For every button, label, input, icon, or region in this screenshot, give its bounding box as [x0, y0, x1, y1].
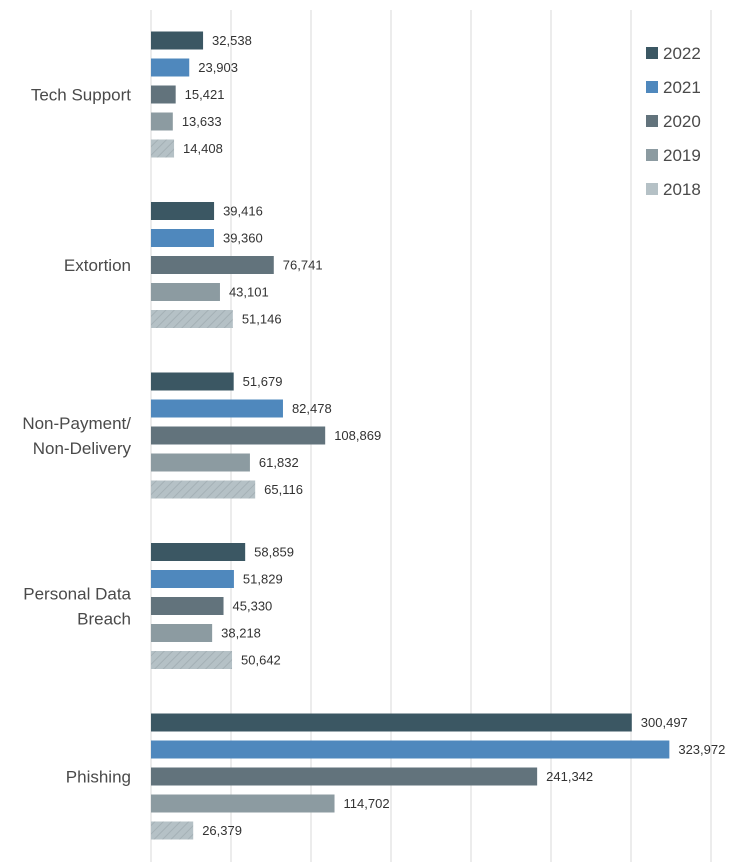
legend-label: 2021 [663, 78, 701, 97]
bar-2021 [151, 229, 214, 247]
bar-2019 [151, 794, 335, 813]
data-label: 241,342 [546, 769, 593, 784]
bar-2018 [151, 310, 233, 328]
legend-swatch [646, 47, 658, 59]
legend-label: 2022 [663, 44, 701, 63]
legend: 2022 2021 2020 2019 2018 [646, 44, 701, 199]
data-label: 39,416 [223, 204, 263, 219]
bar-2020 [151, 767, 538, 786]
legend-label: 2019 [663, 146, 701, 165]
category-label: Breach [77, 610, 131, 629]
data-label: 13,633 [182, 114, 222, 129]
data-label: 32,538 [212, 33, 252, 48]
bar-2020 [151, 426, 326, 445]
data-label: 26,379 [202, 823, 242, 838]
data-label: 58,859 [254, 545, 294, 560]
data-label: 15,421 [185, 87, 225, 102]
data-label: 114,702 [344, 796, 390, 811]
data-label: 82,478 [292, 401, 332, 416]
data-label: 14,408 [183, 141, 223, 156]
legend-swatch [646, 81, 658, 93]
data-label: 300,497 [641, 715, 688, 730]
data-label: 51,679 [243, 374, 283, 389]
category-label: Extortion [64, 256, 131, 275]
bar-2022 [151, 713, 632, 732]
data-label: 45,330 [233, 599, 273, 614]
bar-2018 [151, 480, 256, 499]
bar-2020 [151, 85, 176, 104]
category-label: Tech Support [31, 86, 131, 105]
data-label: 38,218 [221, 626, 261, 641]
data-label: 23,903 [198, 60, 238, 75]
category-label: Personal Data [23, 585, 131, 604]
bar-2019 [151, 453, 250, 472]
data-label: 43,101 [229, 285, 269, 300]
data-label: 108,869 [334, 428, 381, 443]
bar-2021 [151, 570, 234, 588]
bar-2021 [151, 399, 283, 418]
bar-2019 [151, 624, 213, 642]
data-label: 50,642 [241, 653, 281, 668]
bar-2018 [151, 821, 194, 840]
data-label: 51,146 [242, 312, 282, 327]
legend-swatch [646, 183, 658, 195]
bar-2022 [151, 202, 215, 220]
bar-2018 [151, 139, 175, 158]
data-label: 76,741 [283, 258, 323, 273]
legend-label: 2020 [663, 112, 701, 131]
category-label: Non-Payment/ [22, 414, 131, 433]
legend-swatch [646, 115, 658, 127]
data-label: 39,360 [223, 231, 263, 246]
data-label: 65,116 [264, 482, 303, 497]
bar-2020 [151, 597, 224, 615]
legend-swatch [646, 149, 658, 161]
data-label: 51,829 [243, 572, 283, 587]
bar-2021 [151, 58, 190, 77]
bar-2019 [151, 283, 220, 301]
legend-label: 2018 [663, 180, 701, 199]
category-label: Phishing [66, 768, 131, 787]
category-labels: Tech Support Extortion Non-Payment/Non-Del… [22, 86, 131, 787]
data-label: 323,972 [678, 742, 725, 757]
bar-2020 [151, 256, 274, 274]
bar-2022 [151, 372, 234, 391]
bar-2022 [151, 543, 246, 561]
bar-2022 [151, 31, 204, 50]
bars: 32,538 23,903 15,421 13,633 14,408 39,416 39,3… [151, 31, 725, 840]
bar-2019 [151, 112, 173, 131]
data-label: 61,832 [259, 455, 299, 470]
category-label: Non-Delivery [33, 439, 132, 458]
bar-2018 [151, 651, 233, 669]
bar-2021 [151, 740, 670, 759]
